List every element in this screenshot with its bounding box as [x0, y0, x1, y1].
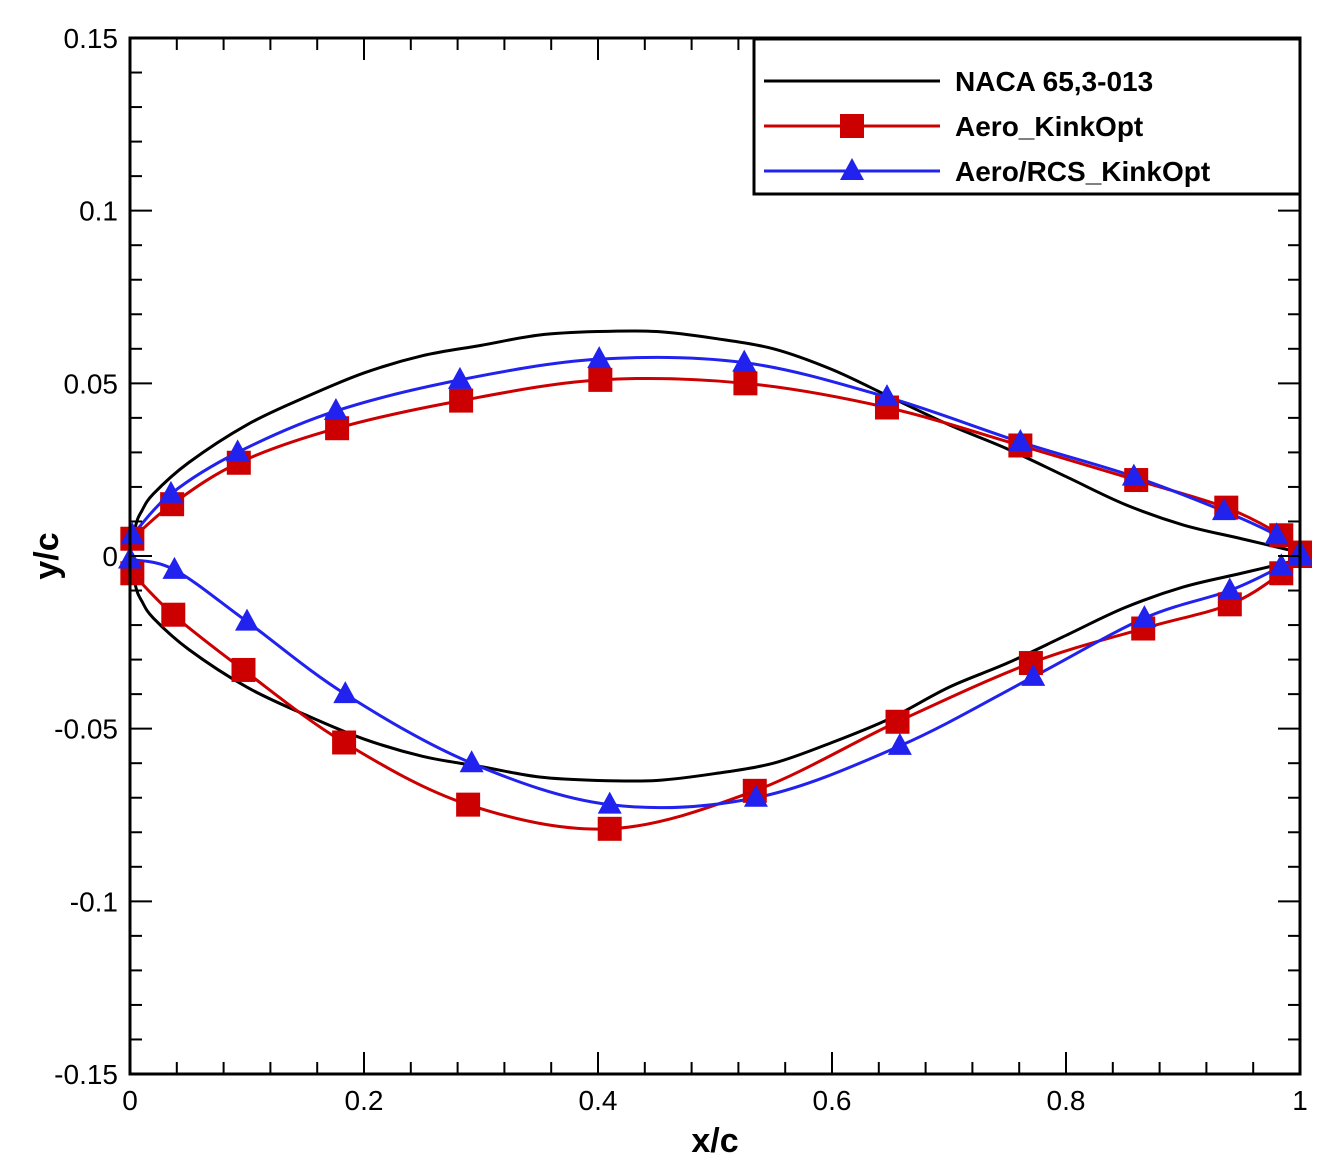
- series-line-naca-65-3-013-upper: [128, 329, 1301, 557]
- data-point-aero-kinkopt-lower: [456, 792, 481, 817]
- x-tick-label: 0.2: [345, 1085, 384, 1116]
- data-point-aero-rcs-kinkopt-upper: [1264, 522, 1289, 545]
- data-point-aero-rcs-kinkopt-upper: [447, 366, 472, 389]
- data-point-aero-rcs-kinkopt-lower: [333, 681, 358, 704]
- data-point-aero-kinkopt-upper: [325, 416, 350, 441]
- series-line-aero-rcs-kinkopt-lower: [129, 554, 1301, 810]
- x-tick-label: 0.6: [813, 1085, 852, 1116]
- data-point-aero-rcs-kinkopt-lower: [1021, 663, 1046, 686]
- data-point-aero-rcs-kinkopt-upper: [1008, 429, 1033, 452]
- data-point-aero-rcs-kinkopt-upper: [225, 439, 250, 462]
- legend-marker: [840, 158, 864, 180]
- data-point-aero-kinkopt-lower: [231, 657, 256, 682]
- data-point-aero-kinkopt-upper: [733, 371, 758, 396]
- data-point-aero-kinkopt-upper: [588, 367, 613, 392]
- data-point-aero-rcs-kinkopt-lower: [162, 556, 187, 579]
- legend: NACA 65,3-013 Aero_KinkOpt Aero/RCS_KinkOp…: [752, 37, 1302, 196]
- data-point-aero-rcs-kinkopt-upper: [1121, 463, 1146, 486]
- data-point-aero-rcs-kinkopt-upper: [732, 349, 757, 372]
- data-point-aero-kinkopt-upper: [449, 388, 474, 413]
- data-point-aero-rcs-kinkopt-lower: [887, 732, 912, 755]
- legend-label: NACA 65,3-013: [955, 66, 1153, 97]
- data-point-aero-rcs-kinkopt-lower: [459, 750, 484, 773]
- x-tick-label: 0.8: [1047, 1085, 1086, 1116]
- data-point-aero-rcs-kinkopt-upper: [158, 480, 183, 503]
- data-point-aero-rcs-kinkopt-lower: [597, 791, 622, 814]
- data-point-aero-rcs-kinkopt-upper: [323, 397, 348, 420]
- data-point-aero-rcs-kinkopt-lower: [235, 608, 259, 631]
- y-tick-label: -0.1: [70, 886, 118, 917]
- series-line-aero-kinkopt-lower: [131, 554, 1302, 831]
- legend-label: Aero_KinkOpt: [955, 111, 1143, 142]
- data-point-aero-rcs-kinkopt-upper: [874, 384, 899, 407]
- data-point-aero-rcs-kinkopt-lower: [743, 784, 768, 807]
- y-axis-title: y/c: [28, 532, 66, 579]
- y-tick-label: 0: [102, 541, 118, 572]
- y-tick-label: 0.05: [64, 368, 119, 399]
- legend-marker: [840, 114, 864, 138]
- x-axis-title: x/c: [691, 1122, 738, 1160]
- data-point-aero-rcs-kinkopt-lower: [1132, 605, 1157, 628]
- data-point-aero-kinkopt-lower: [885, 709, 910, 734]
- data-point-aero-rcs-kinkopt-upper: [1211, 498, 1236, 521]
- data-point-aero-rcs-kinkopt-lower: [1269, 553, 1294, 576]
- plot-markers: [118, 346, 1312, 841]
- data-point-aero-rcs-kinkopt-upper: [120, 522, 145, 545]
- legend-label: Aero/RCS_KinkOpt: [955, 156, 1210, 187]
- x-tick-label: 1: [1292, 1085, 1308, 1116]
- data-point-aero-kinkopt-lower: [161, 602, 186, 627]
- y-tick-label: -0.15: [54, 1059, 118, 1090]
- data-point-aero-kinkopt-lower: [332, 730, 357, 755]
- y-tick-label: 0.15: [64, 23, 119, 54]
- plot-frame: [128, 36, 1302, 1076]
- x-tick-label: 0: [122, 1085, 138, 1116]
- y-tick-label: 0.1: [79, 196, 118, 227]
- data-point-aero-rcs-kinkopt-lower: [1217, 577, 1242, 600]
- data-point-aero-kinkopt-lower: [597, 816, 622, 841]
- series-line-naca-65-3-013-lower: [128, 555, 1301, 783]
- y-tick-label: -0.05: [54, 714, 118, 745]
- tick-labels: 0 0.2 0.4 0.6 0.8 1 -0.15 -0.1 -0.05 0 0.05 0.1 0.15: [54, 23, 1308, 1116]
- data-point-aero-rcs-kinkopt-upper: [587, 346, 612, 369]
- x-tick-label: 0.4: [579, 1085, 618, 1116]
